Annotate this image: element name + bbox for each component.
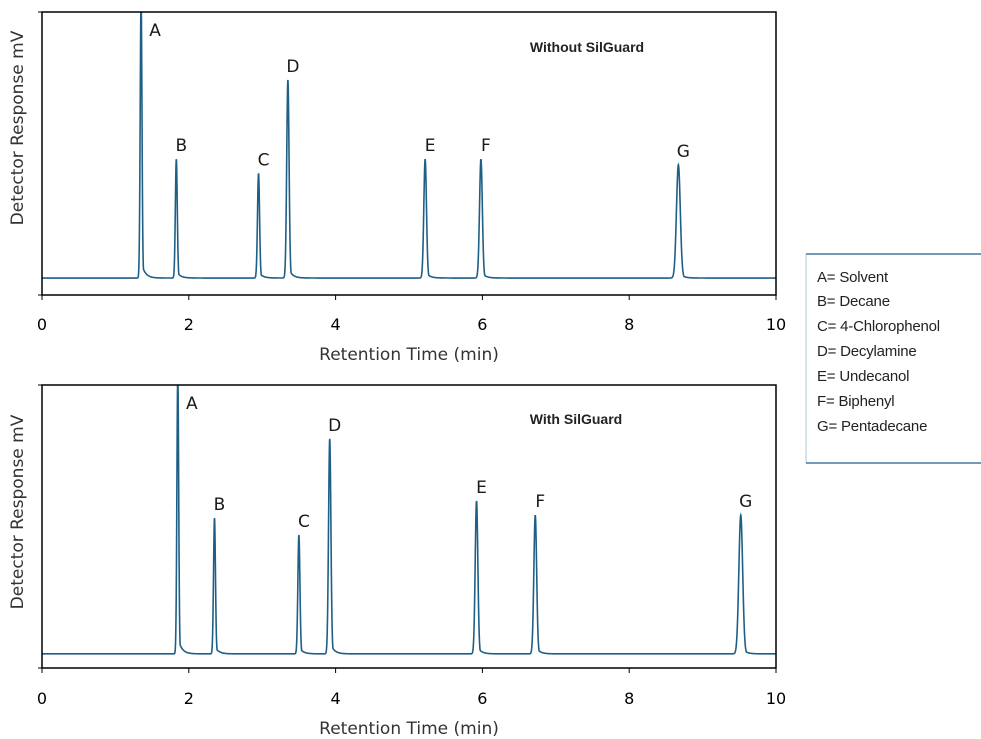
plot-frame (41, 11, 777, 296)
peak-label-e: E (476, 478, 487, 498)
x-tick-label: 10 (766, 315, 786, 334)
x-tick-label: 4 (331, 689, 341, 708)
panel-with-silguard: A B C D E F G With SilGuard Retention Time (mi… (8, 384, 786, 739)
x-axis-ticks: 0 2 4 6 8 10 (37, 11, 786, 334)
x-axis-title: Retention Time (min) (319, 345, 499, 365)
panel-without-silguard: A B C D E F G Without SilGuard Retention Time … (8, 11, 786, 365)
x-tick-label: 0 (37, 689, 47, 708)
peak-label-d: D (286, 57, 299, 77)
plot-area: A B C D E F G (42, 12, 776, 279)
x-tick-label: 2 (184, 689, 194, 708)
plot-area: A B C D E F G (42, 385, 776, 655)
peak-label-e: E (425, 136, 436, 156)
peak-label-b: B (214, 495, 226, 515)
x-tick-label: 4 (331, 315, 341, 334)
peak-label-f: F (535, 492, 545, 512)
peak-label-f: F (481, 136, 491, 156)
peak-label-g: G (739, 492, 752, 512)
peak-label-a: A (149, 21, 161, 41)
peak-label-g: G (677, 142, 690, 162)
legend-entry-c: C= 4-Chlorophenol (817, 318, 940, 335)
panel-title: Without SilGuard (530, 39, 644, 55)
x-tick-label: 10 (766, 689, 786, 708)
x-tick-label: 8 (624, 315, 634, 334)
y-axis-title: Detector Response mV (8, 414, 28, 609)
legend-entry-g: G= Pentadecane (817, 418, 927, 435)
x-axis-title: Retention Time (min) (319, 719, 499, 739)
x-tick-label: 6 (477, 689, 487, 708)
legend-entry-b: B= Decane (817, 293, 890, 310)
plot-frame (41, 384, 777, 669)
legend-entry-d: D= Decylamine (817, 343, 917, 360)
legend-entry-e: E= Undecanol (817, 368, 909, 385)
panel-title: With SilGuard (530, 411, 622, 427)
x-tick-label: 2 (184, 315, 194, 334)
x-tick-label: 6 (477, 315, 487, 334)
chromatogram-trace (42, 12, 776, 279)
x-axis-ticks: 0 2 4 6 8 10 (37, 384, 786, 708)
peak-label-c: C (258, 150, 270, 170)
peak-label-d: D (328, 416, 341, 436)
peak-label-b: B (175, 136, 187, 156)
legend-entry-f: F= Biphenyl (817, 393, 894, 410)
peak-label-a: A (186, 394, 198, 414)
peak-legend: A= Solvent B= Decane C= 4-Chlorophenol D… (805, 253, 981, 464)
x-tick-label: 8 (624, 689, 634, 708)
peak-label-c: C (298, 512, 310, 532)
y-axis-title: Detector Response mV (8, 30, 28, 225)
legend-entry-a: A= Solvent (817, 269, 889, 286)
chromatogram-trace (42, 385, 776, 655)
x-tick-label: 0 (37, 315, 47, 334)
